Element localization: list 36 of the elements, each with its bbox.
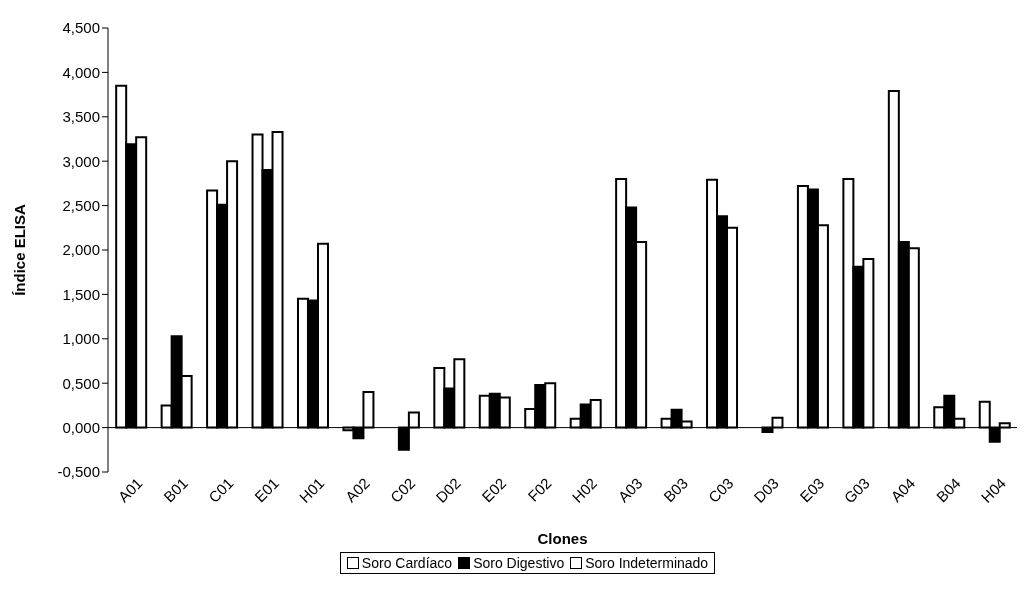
x-tick-label: A02	[341, 474, 373, 506]
x-tick-label: A04	[887, 474, 919, 506]
x-tick-label: B03	[660, 474, 691, 506]
x-tick-label: D02	[432, 474, 464, 506]
x-tick-label: H02	[568, 474, 601, 506]
x-tick-label: C03	[704, 474, 737, 506]
legend-label: Soro Indeterminado	[584, 555, 709, 571]
x-tick-label: E01	[251, 474, 282, 506]
y-tick-label: 4,500	[62, 19, 100, 37]
y-tick-label: 0,500	[62, 374, 100, 392]
x-tick-label: B04	[932, 474, 964, 506]
y-tick-label: 4,000	[62, 63, 100, 81]
y-tick-label: 1,000	[62, 330, 100, 348]
legend-label: Soro Digestivo	[472, 555, 565, 571]
y-tick-label: 2,500	[62, 196, 100, 214]
legend-label: Soro Cardíaco	[360, 555, 453, 571]
y-tick-label: 3,000	[62, 152, 100, 170]
x-tick-label: C02	[386, 474, 419, 506]
x-tick-label: E02	[478, 474, 510, 506]
x-tick-label: H01	[295, 474, 328, 506]
y-tick-label: 2,000	[62, 241, 100, 259]
x-axis-title: Clones	[537, 530, 588, 547]
x-tick-label: F02	[524, 474, 555, 505]
x-tick-label: A03	[614, 474, 646, 506]
x-tick-label: C01	[204, 474, 237, 506]
x-tick-label: G03	[840, 474, 873, 507]
y-tick-label: 1,500	[62, 285, 100, 303]
x-tick-label: H04	[977, 474, 1010, 506]
y-tick-label: -0,500	[57, 463, 100, 481]
x-tick-label: A01	[114, 474, 146, 506]
y-tick-label: 3,500	[62, 108, 100, 126]
x-tick-label: E03	[796, 474, 828, 506]
y-axis-title: Índice ELISA	[11, 203, 29, 296]
x-tick-label: B01	[160, 474, 192, 506]
x-tick-label: D03	[750, 474, 782, 506]
y-tick-label: 0,000	[62, 418, 100, 436]
